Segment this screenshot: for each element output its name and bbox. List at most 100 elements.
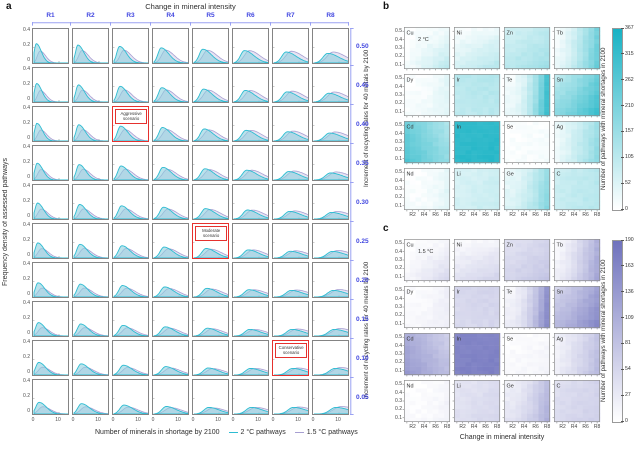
heatmap-ytick: 0.5 [395,28,402,35]
legend-2c-label: 2 °C pathways [240,429,286,436]
heatmap-cd: Cd [402,332,451,377]
panel-a-xtick: 0 [191,417,195,423]
density-plot [33,242,68,258]
2c-line-swatch-icon [228,431,238,434]
heatmap-in: In [452,120,501,165]
density-plot [193,242,228,258]
panel-a-y-axis-label: Frequency density of assessed pathways [2,157,9,286]
heatmap-cells [454,121,501,164]
density-plot [153,164,188,180]
panel-a-row-label-0.30: 0.30 [356,198,369,206]
element-label-cu: Cu [407,31,414,37]
density-plot [193,203,228,219]
element-label-sn: Sn [557,78,564,84]
colorbar-tick: 136 [625,288,634,295]
element-label-ge: Ge [507,172,514,178]
density-subplot-r1-c5 [232,67,269,103]
density-subplot-r0-c0 [32,28,69,64]
density-subplot-r4-c2 [112,184,149,220]
element-label-c: C [557,172,561,178]
heatmap-tb: Tb [552,26,601,71]
density-subplot-r6-c1 [72,262,109,298]
density-subplot-r5-c4: Moderate scenario [192,223,229,259]
heatmap-cells [404,286,451,329]
density-subplot-r3-c2 [112,145,149,181]
density-subplot-r4-c4 [192,184,229,220]
heatmap-cells [504,333,551,376]
element-label-ni: Ni [457,31,462,37]
heatmap-ytick: 0.2 [395,312,402,319]
heatmap-cells [404,333,451,376]
heatmap-cells [404,239,451,282]
element-label-ir: Ir [457,290,461,296]
density-plot [113,203,148,219]
density-subplot-r9-c6 [272,379,309,415]
density-plot [113,85,148,102]
legend-item-2c: 2 °C pathways [228,429,286,436]
heatmap-ytick: 0.1 [395,61,402,68]
heatmap-ni: Ni [452,238,501,283]
heatmap-li: Li [452,379,501,424]
heatmap-ir: Ir [452,285,501,330]
colorbar-tickmark [621,291,624,293]
heatmap-cells [504,239,551,282]
density-subplot-r1-c4 [192,67,229,103]
density-plot [193,125,228,141]
density-plot [193,86,228,102]
heatmap-ytick: 0.2 [395,194,402,201]
heatmap-se: Se [502,332,551,377]
density-subplot-r9-c4 [192,379,229,415]
element-label-dy: Dy [407,78,414,84]
panel-a-ytick: 0 [27,330,30,336]
density-plot [193,47,228,63]
heatmap-xtick: R2 [509,212,516,218]
panel-a-title: Change in mineral intensity [145,2,236,11]
heatmap-cells [504,380,551,423]
density-plot [313,320,348,336]
density-plot [153,281,188,297]
colorbar-tick: 367 [625,25,634,31]
heatmap-cells [554,239,601,282]
density-subplot-r1-c0 [32,67,69,103]
density-subplot-r9-c7 [312,379,349,415]
density-subplot-r3-c6 [272,145,309,181]
heatmap-nd: Nd [402,379,451,424]
element-label-tb: Tb [557,243,563,249]
density-subplot-r8-c3 [152,340,189,376]
colorbar-tick: 0 [625,206,628,212]
colorbar-tick: 163 [625,262,634,269]
colorbar [612,28,623,211]
density-subplot-r7-c2 [112,301,149,337]
element-label-dy: Dy [407,290,414,296]
density-subplot-r4-c1 [72,184,109,220]
density-plot [113,320,148,336]
heatmap-cells [504,286,551,329]
heatmap-cells [404,168,451,211]
panel-a-ytick: 0 [27,213,30,219]
panel-c-x-axis-label: Change in mineral intensity [459,434,545,441]
panel-a-xtick: 10 [335,417,341,423]
heatmap-xtick: R6 [532,424,539,430]
density-subplot-r2-c7 [312,106,349,142]
panel-a-ytick: 0 [27,291,30,297]
panel-a-xtick: 10 [215,417,221,423]
heatmap-ytick: 0.5 [395,381,402,388]
density-subplot-r1-c1 [72,67,109,103]
density-subplot-r2-c6 [272,106,309,142]
heatmap-xtick: R4 [470,424,478,430]
colorbar-tickmark [621,208,624,210]
element-label-ag: Ag [557,337,564,343]
panel-a-label: a [6,1,12,12]
density-plot [233,203,268,219]
density-plot [73,320,108,336]
density-plot [313,242,348,258]
element-label-te: Te [507,290,513,296]
heatmap-ytick: 0.2 [395,100,402,107]
heatmap-ge: Ge [502,379,551,424]
heatmap-ytick: 0.1 [395,367,402,374]
colorbar-tick: 315 [625,50,634,57]
colorbar-tickmark [621,130,624,132]
density-plot [153,86,188,102]
heatmap-ytick: 0.4 [395,342,402,349]
heatmap-ytick: 0.1 [395,155,402,162]
